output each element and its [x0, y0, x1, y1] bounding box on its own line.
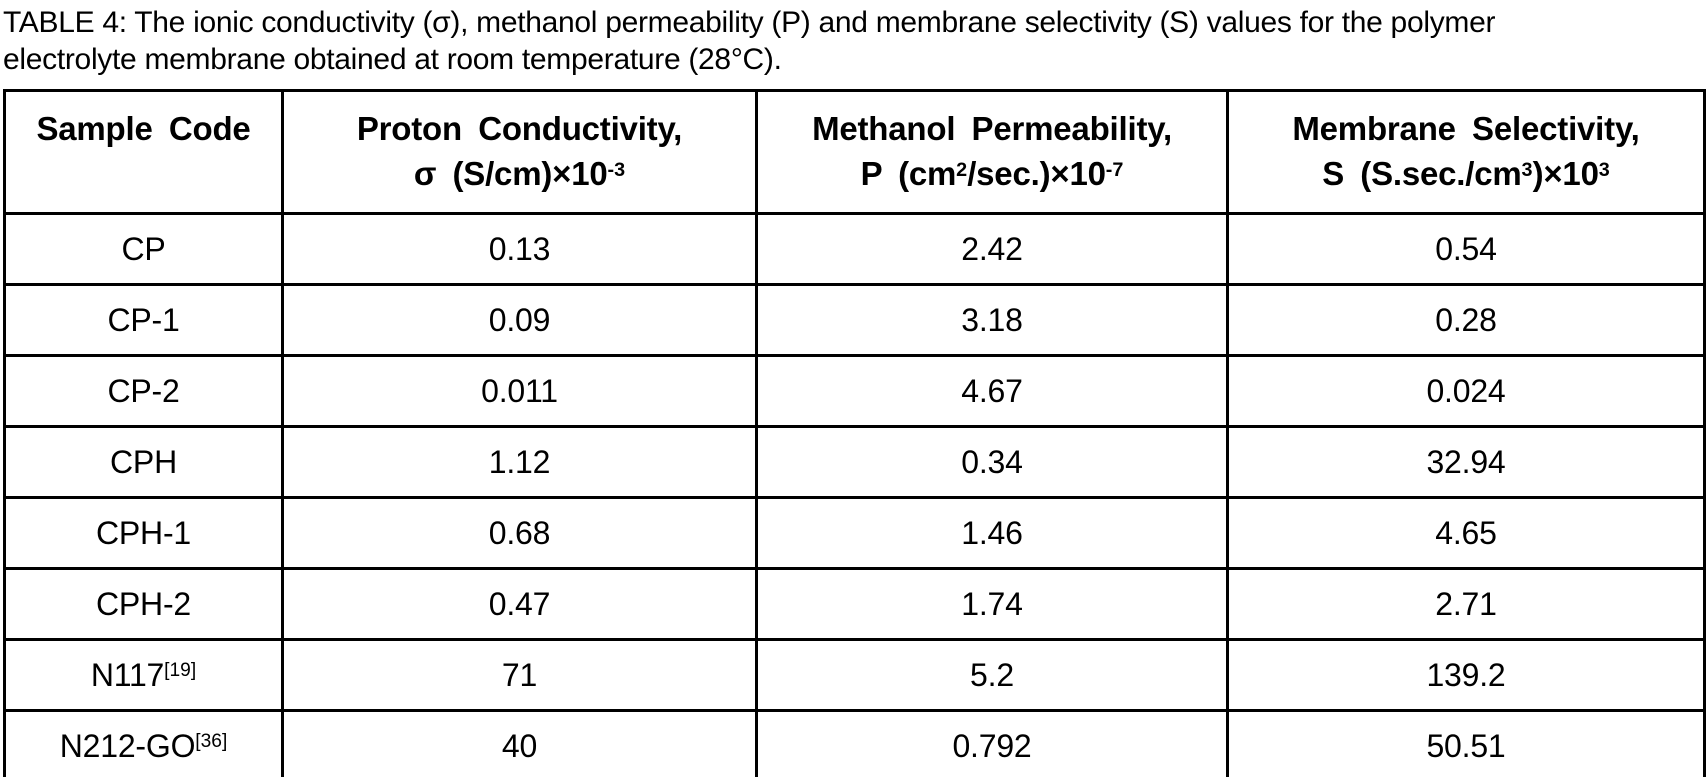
- sample-code-cell: CP-1: [3, 283, 284, 357]
- header-title-sample-code: Sample Code: [36, 110, 251, 147]
- table-row: CPH 1.12 0.34 32.94: [3, 425, 1706, 499]
- exponent-sup: 2: [956, 158, 968, 181]
- conductivity-cell: 71: [281, 638, 758, 712]
- conductivity-cell: 0.68: [281, 496, 758, 570]
- table-body: CP 0.13 2.42 0.54 CP-1 0.09 3.18 0.28 CP…: [3, 212, 1706, 777]
- sample-code-cell: CPH-1: [3, 496, 284, 570]
- sample-code-cell: CPH: [3, 425, 284, 499]
- exponent-sup: -7: [1105, 158, 1124, 181]
- table-row: N117[19] 71 5.2 139.2: [3, 638, 1706, 712]
- selectivity-cell: 2.71: [1226, 567, 1706, 641]
- permeability-cell: 0.792: [755, 709, 1229, 777]
- sample-code-cell: CPH-2: [3, 567, 284, 641]
- exponent-sup: 3: [1521, 158, 1533, 181]
- selectivity-cell: 50.51: [1226, 709, 1706, 777]
- permeability-cell: 5.2: [755, 638, 1229, 712]
- table-row: N212-GO[36] 40 0.792 50.51: [3, 709, 1706, 777]
- permeability-cell: 1.46: [755, 496, 1229, 570]
- conductivity-cell: 0.09: [281, 283, 758, 357]
- header-unit-proton-conductivity: σ (S/cm)×10-3: [413, 155, 626, 192]
- conductivity-cell: 0.13: [281, 212, 758, 286]
- sample-code-cell: N212-GO[36]: [3, 709, 284, 777]
- conductivity-cell: 0.011: [281, 354, 758, 428]
- table-row: CPH-1 0.68 1.46 4.65: [3, 496, 1706, 570]
- permeability-cell: 1.74: [755, 567, 1229, 641]
- selectivity-cell: 0.54: [1226, 212, 1706, 286]
- table-caption: TABLE 4: The ionic conductivity (σ), met…: [3, 4, 1704, 78]
- table-header: Sample Code Proton Conductivity, σ (S/cm)…: [3, 89, 1706, 215]
- table-row: CP 0.13 2.42 0.54: [3, 212, 1706, 286]
- header-row: Sample Code Proton Conductivity, σ (S/cm)…: [3, 89, 1706, 215]
- conductivity-cell: 0.47: [281, 567, 758, 641]
- column-header-sample-code: Sample Code: [3, 89, 284, 215]
- permeability-cell: 0.34: [755, 425, 1229, 499]
- column-header-membrane-selectivity: Membrane Selectivity, S (S.sec./cm3)×103: [1226, 89, 1706, 215]
- table-row: CPH-2 0.47 1.74 2.71: [3, 567, 1706, 641]
- table-caption-line-2: electrolyte membrane obtained at room te…: [3, 43, 782, 76]
- table-row: CP-1 0.09 3.18 0.28: [3, 283, 1706, 357]
- header-unit-membrane-selectivity: S (S.sec./cm3)×103: [1322, 155, 1610, 192]
- reference-sup: [19]: [164, 660, 197, 682]
- selectivity-cell: 139.2: [1226, 638, 1706, 712]
- permeability-cell: 4.67: [755, 354, 1229, 428]
- sample-code-cell: CP: [3, 212, 284, 286]
- table-row: CP-2 0.011 4.67 0.024: [3, 354, 1706, 428]
- paper-page: TABLE 4: The ionic conductivity (σ), met…: [0, 4, 1706, 777]
- sample-code-cell: CP-2: [3, 354, 284, 428]
- column-header-proton-conductivity: Proton Conductivity, σ (S/cm)×10-3: [281, 89, 758, 215]
- selectivity-cell: 0.28: [1226, 283, 1706, 357]
- exponent-sup: 3: [1598, 158, 1610, 181]
- selectivity-cell: 32.94: [1226, 425, 1706, 499]
- permeability-cell: 2.42: [755, 212, 1229, 286]
- header-title-membrane-selectivity: Membrane Selectivity,: [1292, 110, 1640, 147]
- table-caption-line-1: TABLE 4: The ionic conductivity (σ), met…: [3, 6, 1496, 39]
- exponent-sup: -3: [607, 158, 626, 181]
- column-header-methanol-permeability: Methanol Permeability, P (cm2/sec.)×10-7: [755, 89, 1229, 215]
- reference-sup: [36]: [195, 731, 228, 753]
- sample-code-cell: N117[19]: [3, 638, 284, 712]
- permeability-cell: 3.18: [755, 283, 1229, 357]
- conductivity-cell: 1.12: [281, 425, 758, 499]
- header-title-methanol-permeability: Methanol Permeability,: [812, 110, 1172, 147]
- header-title-proton-conductivity: Proton Conductivity,: [356, 110, 683, 147]
- header-unit-methanol-permeability: P (cm2/sec.)×10-7: [860, 155, 1124, 192]
- selectivity-cell: 4.65: [1226, 496, 1706, 570]
- conductivity-cell: 40: [281, 709, 758, 777]
- selectivity-cell: 0.024: [1226, 354, 1706, 428]
- results-table: Sample Code Proton Conductivity, σ (S/cm)…: [3, 89, 1706, 777]
